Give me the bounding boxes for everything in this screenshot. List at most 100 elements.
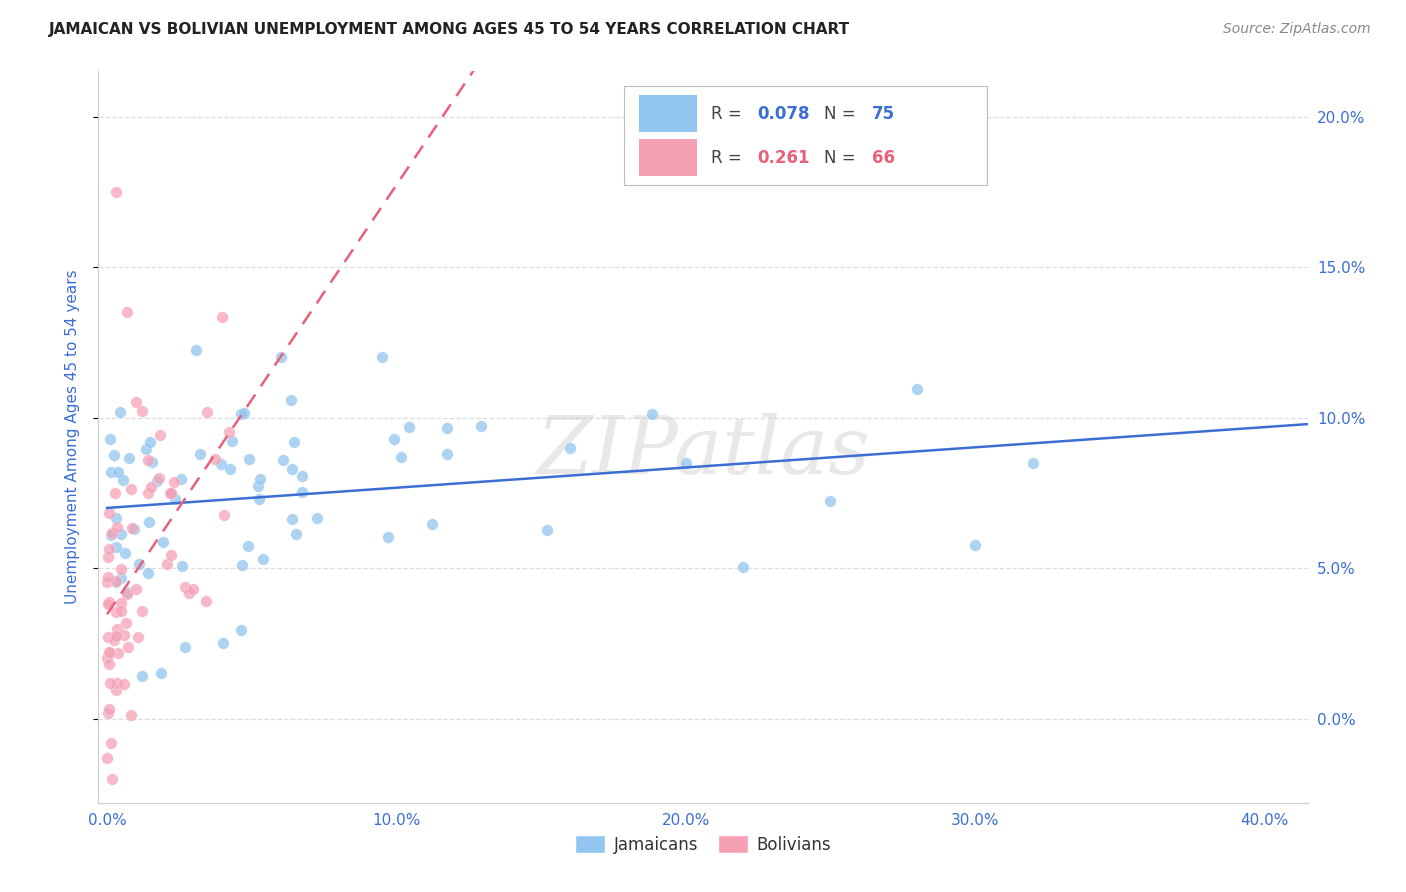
Point	[114, 616, 136, 631]
Point	[104, 574, 127, 588]
Point	[117, 585, 139, 599]
Point	[97, 570, 120, 584]
Text: 66: 66	[872, 149, 896, 167]
Point	[371, 351, 394, 365]
Point	[159, 486, 181, 500]
Point	[159, 485, 181, 500]
Point	[98, 507, 121, 521]
Y-axis label: Unemployment Among Ages 45 to 54 years: Unemployment Among Ages 45 to 54 years	[65, 269, 80, 605]
Point	[98, 432, 121, 446]
Point	[174, 580, 197, 594]
Point	[152, 534, 174, 549]
Point	[270, 351, 292, 365]
Point	[291, 469, 314, 483]
Point	[103, 633, 125, 648]
Text: JAMAICAN VS BOLIVIAN UNEMPLOYMENT AMONG AGES 45 TO 54 YEARS CORRELATION CHART: JAMAICAN VS BOLIVIAN UNEMPLOYMENT AMONG …	[49, 22, 851, 37]
Point	[101, 525, 124, 540]
Point	[163, 475, 186, 490]
Point	[252, 551, 274, 566]
Point	[136, 566, 159, 580]
Point	[905, 382, 928, 396]
Point	[117, 640, 139, 654]
Point	[281, 462, 304, 476]
Point	[238, 452, 260, 467]
Point	[183, 582, 205, 596]
Point	[104, 185, 127, 199]
Point	[97, 630, 120, 644]
Point	[107, 465, 129, 479]
Point	[398, 420, 420, 434]
Point	[117, 451, 139, 466]
Point	[146, 475, 169, 489]
Point	[120, 483, 142, 497]
Point	[280, 393, 302, 408]
Point	[283, 435, 305, 450]
Point	[125, 582, 148, 596]
Point	[249, 473, 271, 487]
Point	[641, 407, 664, 421]
Point	[111, 473, 134, 487]
Text: 0.261: 0.261	[758, 149, 810, 167]
Point	[675, 456, 697, 470]
Point	[141, 455, 163, 469]
Point	[105, 574, 128, 589]
Point	[120, 708, 142, 723]
Text: 75: 75	[872, 104, 896, 123]
Point	[229, 624, 252, 638]
Point	[131, 404, 153, 418]
Point	[97, 549, 120, 564]
Text: R =: R =	[711, 104, 748, 123]
Point	[221, 434, 243, 449]
Point	[103, 449, 125, 463]
Point	[96, 751, 118, 765]
Point	[389, 450, 412, 465]
Point	[281, 512, 304, 526]
Point	[194, 594, 217, 608]
Point	[131, 604, 153, 618]
Point	[105, 520, 128, 534]
Point	[104, 540, 127, 554]
Point	[211, 636, 233, 650]
Point	[1022, 456, 1045, 470]
Point	[246, 479, 269, 493]
FancyBboxPatch shape	[638, 95, 697, 132]
Text: Source: ZipAtlas.com: Source: ZipAtlas.com	[1223, 22, 1371, 37]
Point	[163, 491, 186, 506]
Point	[169, 472, 191, 486]
Point	[307, 511, 329, 525]
Point	[536, 523, 558, 537]
Point	[112, 677, 135, 691]
Point	[170, 558, 193, 573]
Point	[96, 575, 118, 590]
Point	[271, 453, 294, 467]
Point	[436, 447, 458, 461]
Point	[156, 557, 179, 571]
Point	[114, 546, 136, 560]
Point	[231, 558, 253, 572]
Point	[108, 404, 131, 418]
Point	[105, 676, 128, 690]
Point	[149, 666, 172, 681]
FancyBboxPatch shape	[624, 86, 987, 185]
Point	[963, 537, 986, 551]
Point	[177, 585, 200, 599]
Point	[105, 511, 128, 525]
Point	[382, 432, 405, 446]
Point	[148, 471, 170, 485]
Point	[229, 407, 252, 421]
Point	[184, 343, 207, 357]
Point	[105, 622, 128, 636]
Point	[121, 520, 143, 534]
Point	[436, 421, 458, 435]
Point	[97, 595, 120, 609]
Point	[138, 515, 160, 529]
Point	[112, 627, 135, 641]
Point	[377, 529, 399, 543]
Point	[128, 557, 150, 571]
Point	[107, 646, 129, 660]
Text: N =: N =	[824, 104, 860, 123]
Point	[136, 452, 159, 467]
Point	[159, 486, 181, 500]
Point	[247, 492, 270, 507]
Point	[110, 526, 132, 541]
